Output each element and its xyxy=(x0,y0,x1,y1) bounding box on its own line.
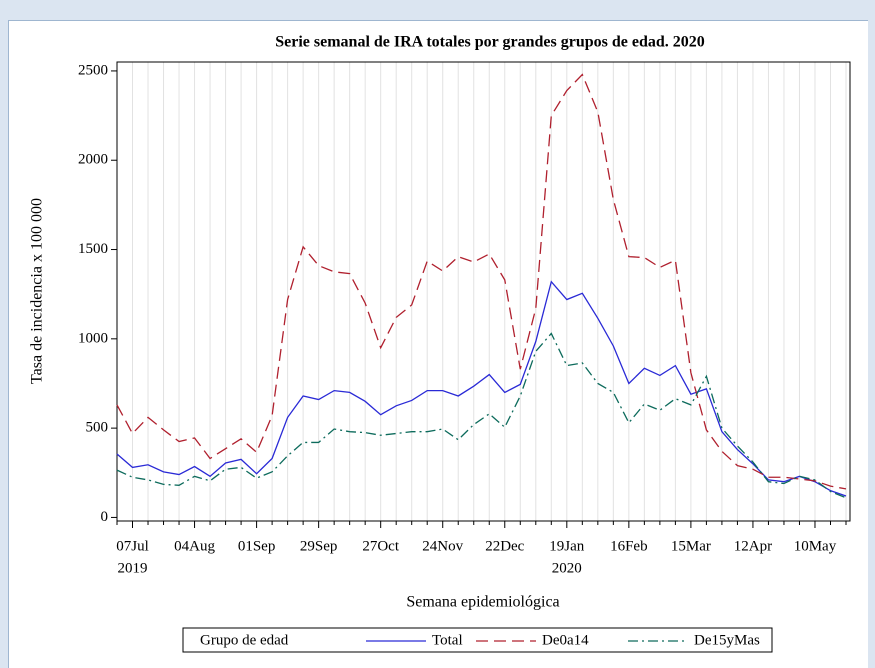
x-tick-label: 10May xyxy=(794,538,837,554)
y-axis-label: Tasa de incidencia x 100 000 xyxy=(29,198,46,384)
plot-frame xyxy=(116,61,851,522)
series-line xyxy=(116,332,847,499)
x-tick-label: 22Dec xyxy=(485,538,524,554)
legend-title: Grupo de edad xyxy=(200,632,289,648)
x-tick-label: 19Jan xyxy=(549,538,584,554)
x-year-label: 2020 xyxy=(552,560,582,576)
y-tick-label: 2000 xyxy=(78,152,108,168)
x-tick-label: 29Sep xyxy=(300,538,338,554)
x-tick-label: 24Nov xyxy=(422,538,463,554)
series-line xyxy=(116,73,847,490)
x-tick-label: 04Aug xyxy=(174,538,215,554)
x-tick-label: 01Sep xyxy=(238,538,276,554)
y-tick-label: 0 xyxy=(101,509,109,525)
x-tick-label: 15Mar xyxy=(671,538,711,554)
y-tick-label: 1500 xyxy=(78,241,108,257)
x-year-label: 2019 xyxy=(118,560,148,576)
legend-label: Total xyxy=(432,632,463,648)
chart-title: Serie semanal de IRA totales por grandes… xyxy=(275,34,705,51)
y-tick-label: 2500 xyxy=(78,62,108,78)
legend-label: De0a14 xyxy=(542,632,589,648)
series-line xyxy=(116,280,847,497)
y-tick-label: 1000 xyxy=(78,330,108,346)
panel xyxy=(8,20,868,668)
x-tick-label: 16Feb xyxy=(610,538,648,554)
x-axis-label: Semana epidemiológica xyxy=(406,594,559,611)
x-tick-label: 27Oct xyxy=(362,538,399,554)
x-tick-label: 07Jul xyxy=(116,538,149,554)
y-tick-label: 500 xyxy=(86,420,109,436)
legend-label: De15yMas xyxy=(694,632,760,648)
x-tick-label: 12Apr xyxy=(734,538,772,554)
legend-box xyxy=(182,627,773,653)
